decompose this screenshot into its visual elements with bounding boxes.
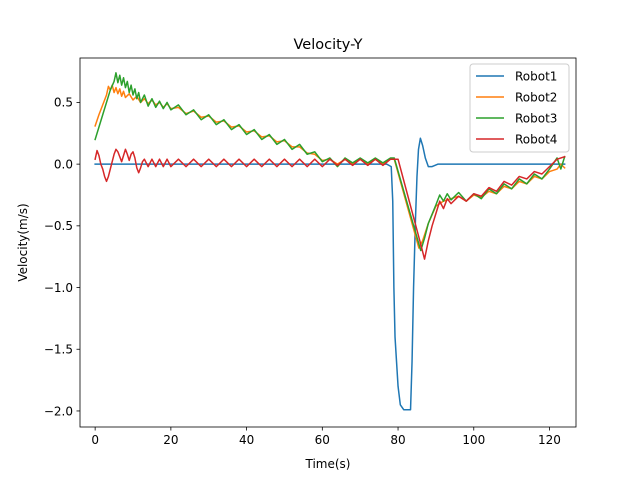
y-tick-label: 0.5 bbox=[54, 96, 73, 110]
y-axis-ticks: 0.5 0.0 −0.5 −1.0 −1.5 −2.0 bbox=[44, 96, 80, 418]
x-tick-label: 60 bbox=[315, 433, 330, 447]
x-tick-label: 20 bbox=[163, 433, 178, 447]
x-tick-label: 40 bbox=[239, 433, 254, 447]
series-line-robot4 bbox=[94, 148, 566, 260]
x-tick-label: 80 bbox=[390, 433, 405, 447]
y-axis-label: Velocity(m/s) bbox=[16, 203, 30, 281]
y-tick-label: −1.5 bbox=[44, 343, 73, 357]
x-axis-ticks: 0 20 40 60 80 100 120 bbox=[91, 427, 561, 447]
legend-label-robot4: Robot4 bbox=[515, 132, 557, 146]
legend-label-robot1: Robot1 bbox=[515, 69, 557, 83]
y-tick-label: −2.0 bbox=[44, 404, 73, 418]
chart-title: Velocity-Y bbox=[294, 37, 363, 53]
series-line-robot1 bbox=[94, 137, 566, 411]
x-axis-label: Time(s) bbox=[305, 457, 351, 471]
y-tick-label: −1.0 bbox=[44, 281, 73, 295]
x-tick-label: 100 bbox=[462, 433, 485, 447]
plot-frame bbox=[79, 57, 577, 428]
x-tick-label: 120 bbox=[538, 433, 561, 447]
series-layer bbox=[94, 72, 566, 411]
legend-label-robot2: Robot2 bbox=[515, 90, 557, 104]
legend-label-robot3: Robot3 bbox=[515, 111, 557, 125]
legend: Robot1 Robot2 Robot3 Robot4 bbox=[469, 63, 570, 153]
y-tick-label: 0.0 bbox=[54, 157, 73, 171]
x-tick-label: 0 bbox=[91, 433, 99, 447]
y-tick-label: −0.5 bbox=[44, 219, 73, 233]
legend-box bbox=[469, 63, 570, 153]
